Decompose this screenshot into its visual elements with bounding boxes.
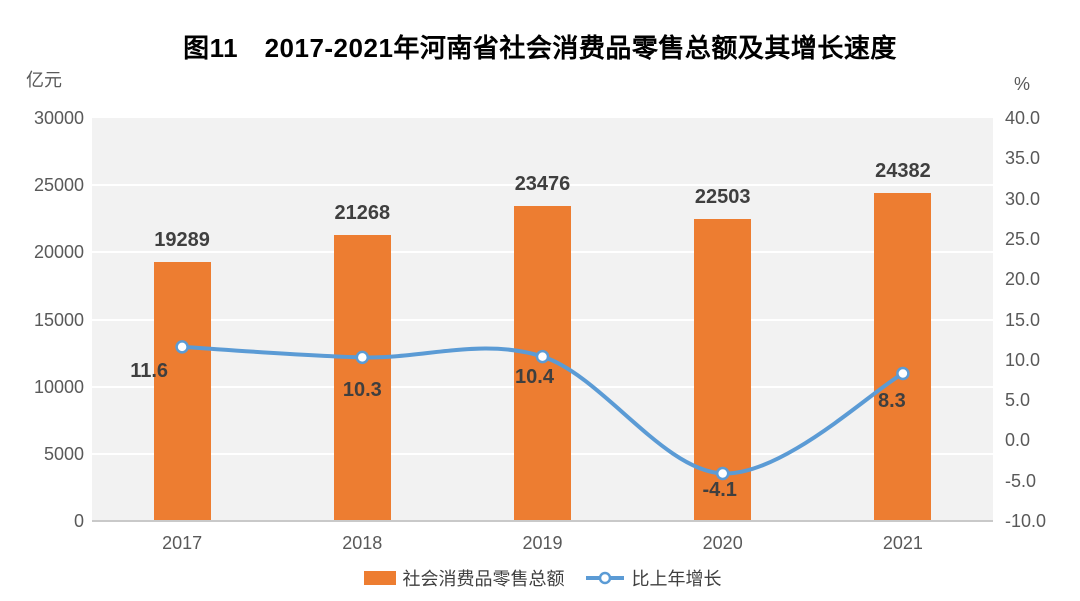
line-marker (715, 466, 730, 481)
bar-value-label: 22503 (694, 185, 751, 208)
bar-value-label: 21268 (334, 202, 391, 225)
right-axis-tick: 30.0 (1005, 188, 1041, 209)
right-axis-tick: -10.0 (1005, 511, 1047, 531)
line-value-label: -4.1 (702, 479, 737, 502)
right-axis-tick: 25.0 (1005, 228, 1041, 249)
line-marker (535, 349, 550, 364)
line-value-label: 11.6 (130, 359, 169, 382)
legend-line-label: 比上年增长 (631, 569, 722, 589)
left-axis-unit-label: 亿元 (26, 70, 62, 90)
right-axis-tick: -5.0 (1005, 470, 1037, 491)
right-axis-tick: 15.0 (1005, 309, 1041, 330)
bar-2018 (333, 235, 391, 521)
x-axis-label-2018: 2018 (342, 533, 383, 553)
right-axis-unit-label: % (1014, 74, 1031, 94)
right-axis-tick: 0.0 (1005, 430, 1031, 451)
gridline (92, 184, 993, 187)
right-axis-tick: 40.0 (1005, 108, 1041, 128)
x-axis-label-2020: 2020 (702, 533, 743, 553)
right-axis-tick: 5.0 (1005, 390, 1031, 411)
chart-title: 图11 2017-2021年河南省社会消费品零售总额及其增长速度 (183, 33, 897, 63)
line-value-label: 8.3 (877, 389, 906, 412)
line-marker (175, 340, 189, 354)
right-axis-tick: 35.0 (1005, 148, 1041, 169)
right-axis-tick: 10.0 (1005, 349, 1041, 370)
line-marker (896, 366, 910, 381)
left-axis-tick: 5000 (43, 443, 84, 464)
plot-area: 19289 21268 23476 22503 24382 11.6 10.3 10.4 -4.… (92, 118, 993, 522)
left-axis-tick: 0 (73, 511, 84, 531)
line-marker (355, 350, 370, 365)
bar-2017 (153, 261, 211, 521)
x-axis-line (92, 520, 993, 522)
bar-2021 (874, 193, 932, 521)
legend-bar-label: 社会消费品零售总额 (402, 569, 565, 589)
left-axis-tick: 15000 (33, 309, 84, 330)
left-axis-tick: 25000 (33, 175, 84, 196)
bar-value-label: 19289 (154, 228, 210, 251)
legend-bar-swatch-icon (363, 571, 396, 585)
left-axis-tick: 10000 (33, 376, 84, 397)
legend: 社会消费品零售总额 比上年增长 (92, 566, 993, 590)
line-value-label: 10.4 (515, 365, 554, 388)
bar-value-label: 23476 (514, 172, 571, 195)
x-axis-label-2021: 2021 (882, 533, 923, 553)
left-axis-tick: 20000 (33, 242, 84, 263)
x-axis-label-2019: 2019 (522, 533, 563, 553)
right-axis-tick: 20.0 (1005, 269, 1041, 290)
growth-line (175, 340, 910, 481)
legend-line-marker-icon (585, 571, 624, 585)
line-value-label: 10.3 (342, 379, 382, 402)
bar-value-label: 24382 (875, 160, 931, 183)
x-axis-label-2017: 2017 (162, 533, 203, 553)
left-axis-tick: 30000 (33, 108, 84, 128)
